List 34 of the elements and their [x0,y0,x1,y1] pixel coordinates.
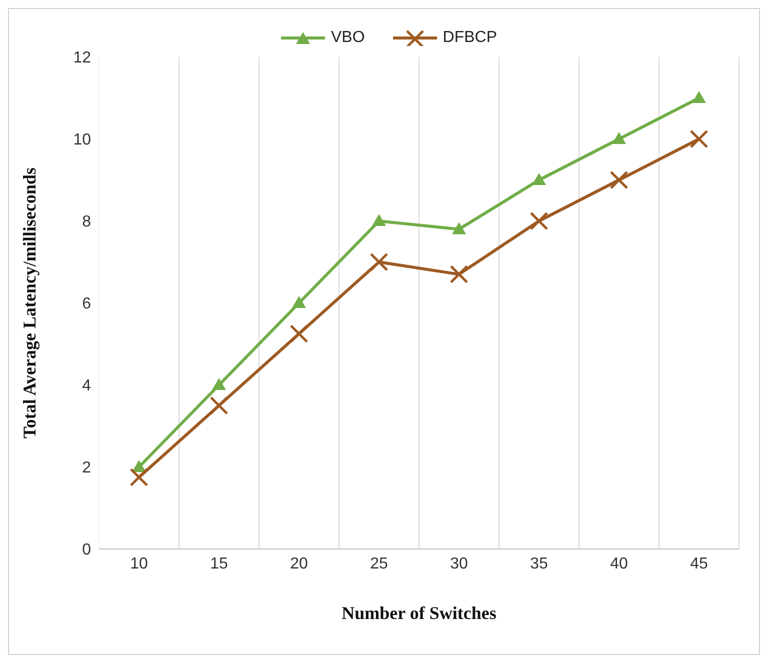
y-tick-label: 10 [73,132,92,149]
point [610,170,628,190]
y-tick-label: 4 [82,378,92,395]
point [450,265,468,284]
point [452,222,466,234]
x-tick-label: 35 [530,555,548,572]
y-tick-label: 8 [82,214,92,231]
legend-label: VBO [330,29,365,47]
y-tick-label: 0 [82,542,92,559]
point [692,91,706,103]
y-tick-label: 2 [82,460,92,477]
x-tick-label: 10 [130,555,148,572]
x-axis-title: Number of Switches [342,603,496,623]
x-tick-label: 45 [690,555,708,572]
point [532,173,546,185]
point [290,324,308,343]
x-tick-label: 20 [290,555,308,572]
legend-label: DFBCP [442,29,498,47]
point [210,396,228,415]
point [530,212,548,230]
x-tick-label: 25 [370,555,388,572]
point [212,378,226,390]
point [372,214,386,226]
point [370,252,388,272]
y-tick-label: 6 [82,296,92,313]
point [612,132,626,144]
point [292,296,306,308]
y-tick-label: 12 [73,50,92,67]
x-tick-label: 40 [610,555,628,572]
x-tick-label: 30 [450,555,468,572]
y-axis-title: Total Average Latency/milliseconds [19,168,40,438]
x-tick-label: 15 [210,555,228,572]
point [690,130,708,148]
point [130,468,148,486]
